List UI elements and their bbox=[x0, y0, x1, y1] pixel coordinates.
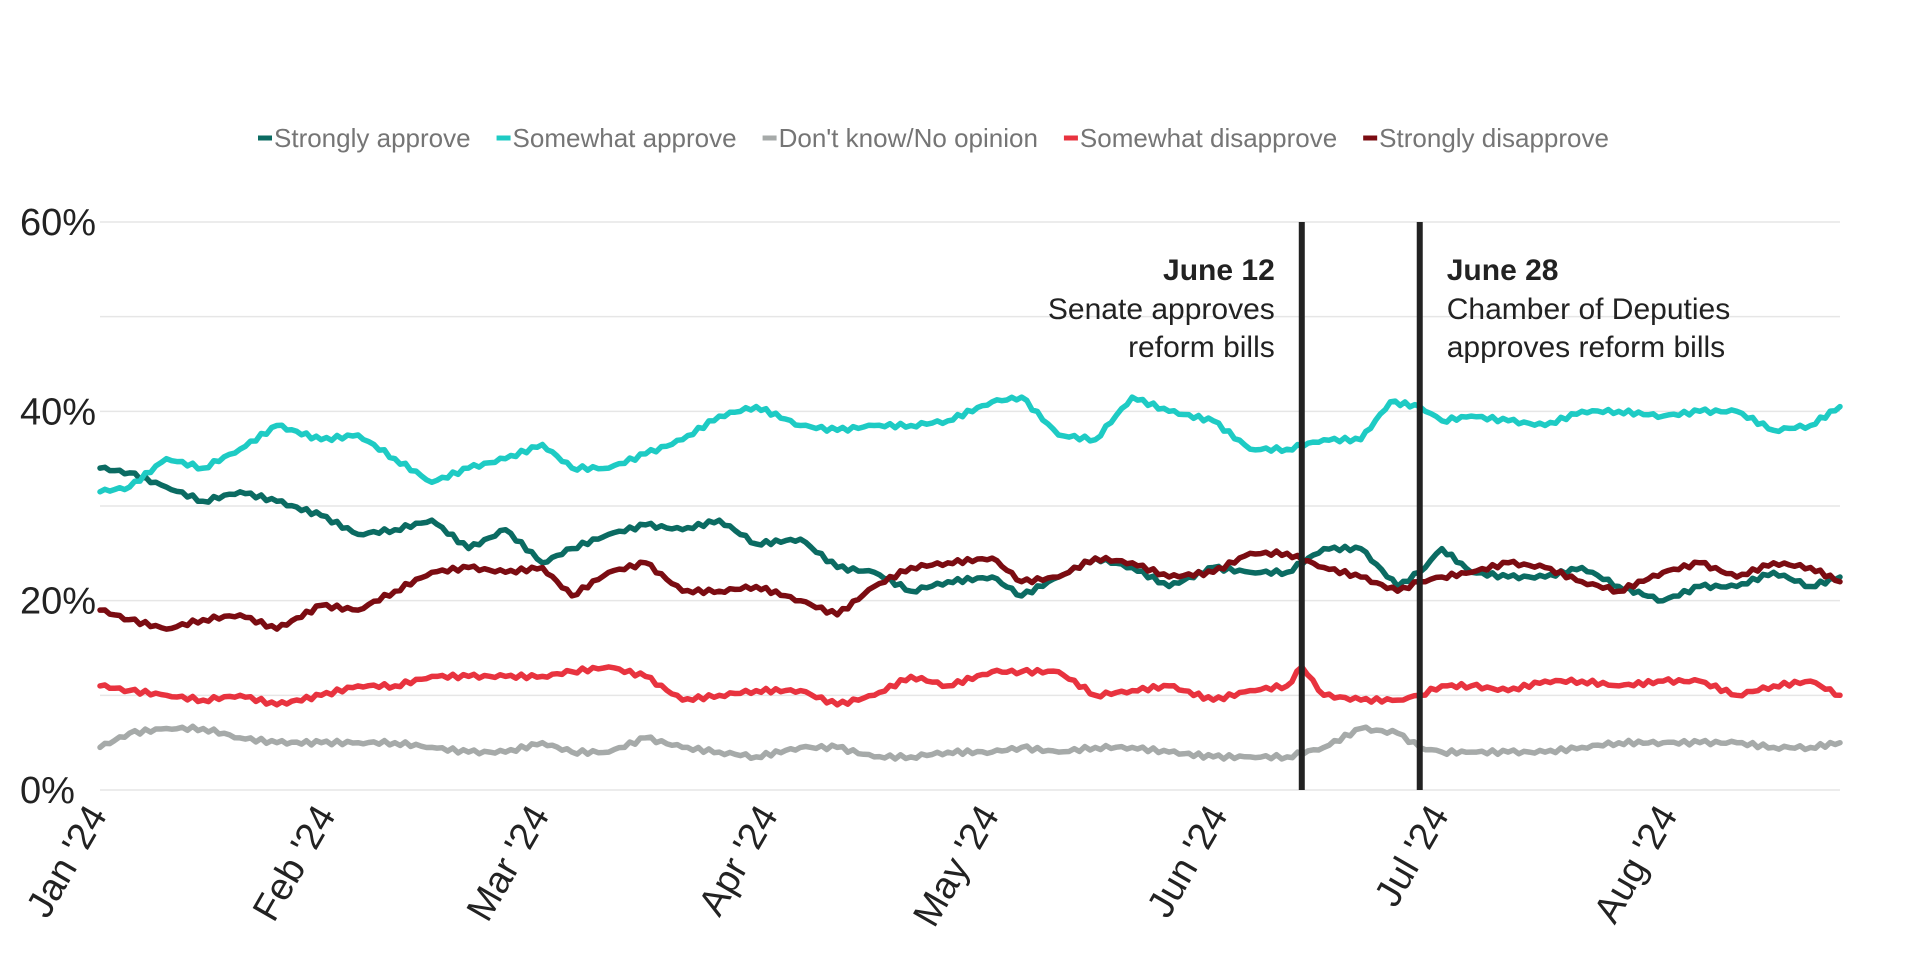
legend-label: Don't know/No opinion bbox=[779, 123, 1038, 153]
series-line-somewhat-approve bbox=[97, 394, 1843, 495]
y-tick-label: 20% bbox=[20, 581, 96, 623]
series-line-strongly-approve bbox=[97, 464, 1843, 604]
y-tick-label: 40% bbox=[20, 391, 96, 433]
annotation-text: Chamber of Deputies bbox=[1447, 293, 1730, 326]
annotations: June 12 Senate approves reform bills June 2… bbox=[1048, 222, 1730, 790]
x-tick-label: Jul '24 bbox=[1367, 799, 1458, 914]
series-line-don-t-know-no-opinion bbox=[97, 723, 1843, 762]
series-line-somewhat-disapprove bbox=[97, 664, 1843, 708]
annotation-text: reform bills bbox=[1128, 331, 1275, 364]
x-tick-label: Apr '24 bbox=[691, 799, 787, 923]
y-tick-label: 0% bbox=[20, 770, 75, 812]
annotation-date: June 12 bbox=[1163, 254, 1275, 287]
gridlines bbox=[100, 221, 1840, 791]
legend-label: Strongly approve bbox=[274, 123, 471, 153]
legend-label: Strongly disapprove bbox=[1379, 123, 1609, 153]
x-tick-label: May '24 bbox=[906, 799, 1008, 934]
y-tick-label: 60% bbox=[20, 202, 96, 244]
x-axis-ticks: Jan '24 Feb '24 Mar '24 Apr '24 May '24 Jun '… bbox=[19, 799, 1686, 934]
legend-label: Somewhat disapprove bbox=[1080, 123, 1337, 153]
series-line-strongly-disapprove bbox=[97, 548, 1843, 632]
legend: Strongly approve Somewhat approve Don't kn… bbox=[258, 123, 1609, 153]
legend-label: Somewhat approve bbox=[513, 123, 737, 153]
y-axis-ticks: 0% 20% 40% 60% bbox=[20, 202, 96, 812]
series-lines bbox=[97, 394, 1843, 762]
annotation-text: Senate approves bbox=[1048, 293, 1275, 326]
annotation-date: June 28 bbox=[1447, 254, 1559, 287]
x-tick-label: Jan '24 bbox=[19, 799, 116, 925]
annotation-text: approves reform bills bbox=[1447, 331, 1725, 364]
x-tick-label: Mar '24 bbox=[459, 799, 558, 929]
x-tick-label: Feb '24 bbox=[245, 799, 344, 929]
x-tick-label: Aug '24 bbox=[1586, 799, 1686, 931]
x-tick-label: Jun '24 bbox=[1139, 799, 1236, 925]
